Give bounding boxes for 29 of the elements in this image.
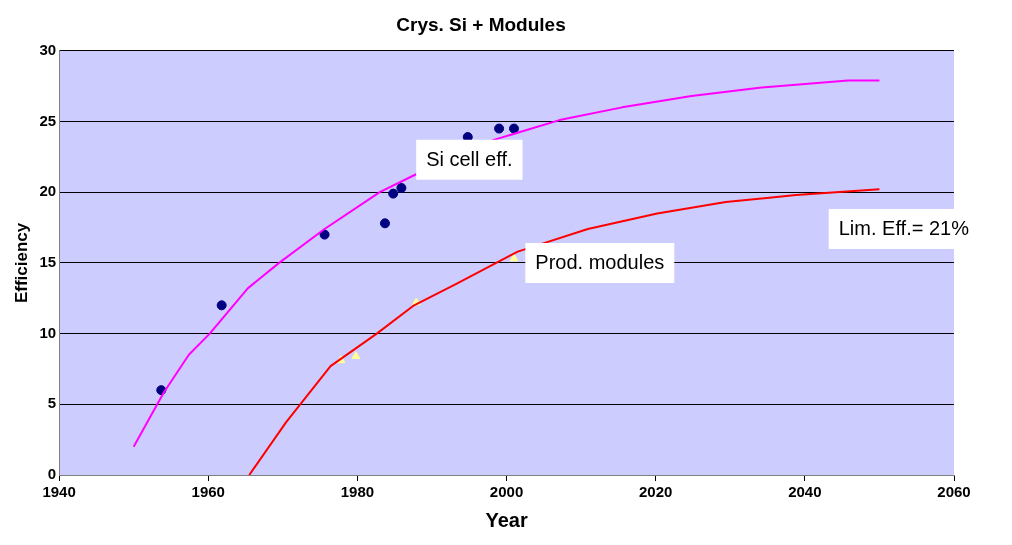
y-tick-label: 10: [39, 323, 57, 341]
y-tick-label: 5: [47, 394, 57, 412]
point: [396, 182, 407, 193]
point: [351, 351, 361, 359]
y-tick-label: 20: [39, 182, 57, 200]
point: [379, 218, 390, 229]
y-tick-label: 25: [39, 111, 57, 129]
point: [216, 300, 227, 311]
x-tick-label: 1980: [340, 483, 375, 501]
x-tick-label: 1940: [42, 483, 76, 501]
y-tick-label: 30: [39, 40, 57, 58]
x-tick-label: 2000: [489, 483, 524, 501]
series-label: Si cell eff.: [426, 148, 513, 171]
x-axis-title: Year: [485, 508, 528, 531]
y-axis-title: Efficiency: [11, 222, 31, 304]
point: [509, 123, 519, 134]
y-tick-label: 15: [39, 253, 57, 271]
x-tick-label: 2040: [788, 483, 822, 501]
series-label: Prod. modules: [535, 251, 665, 274]
x-tick-label: 2020: [639, 483, 673, 501]
point: [388, 188, 399, 199]
point: [509, 253, 519, 262]
point: [494, 123, 505, 134]
point: [319, 229, 330, 240]
x-tick-label: 2060: [937, 483, 971, 501]
chart-title: Crys. Si + Modules: [396, 13, 566, 35]
y-tick-label: 0: [47, 465, 57, 483]
x-tick-label: 1960: [191, 483, 225, 501]
annotation: Lim. Eff.= 21%: [838, 217, 970, 240]
